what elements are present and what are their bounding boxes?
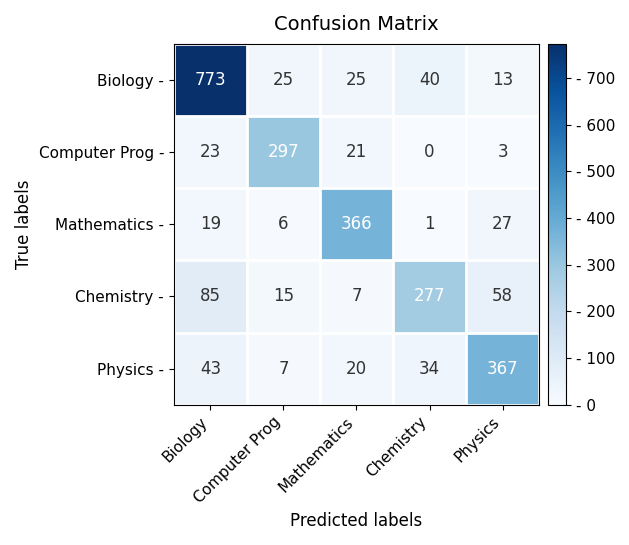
Text: 25: 25 <box>273 71 294 89</box>
Text: 25: 25 <box>346 71 367 89</box>
Text: 21: 21 <box>346 143 367 161</box>
Text: 7: 7 <box>351 287 362 305</box>
Text: 85: 85 <box>200 287 221 305</box>
Y-axis label: True labels: True labels <box>15 179 33 269</box>
Text: 58: 58 <box>492 287 513 305</box>
Text: 20: 20 <box>346 360 367 378</box>
Text: 297: 297 <box>267 143 299 161</box>
Text: 367: 367 <box>487 360 518 378</box>
Text: 13: 13 <box>492 71 513 89</box>
Text: 6: 6 <box>278 215 289 233</box>
Text: 277: 277 <box>414 287 445 305</box>
Text: 0: 0 <box>425 143 435 161</box>
Text: 7: 7 <box>278 360 289 378</box>
Text: 27: 27 <box>492 215 513 233</box>
Text: 366: 366 <box>341 215 372 233</box>
Text: 1: 1 <box>424 215 435 233</box>
Text: 23: 23 <box>199 143 221 161</box>
Text: 40: 40 <box>419 71 440 89</box>
Title: Confusion Matrix: Confusion Matrix <box>274 15 439 34</box>
Text: 34: 34 <box>419 360 440 378</box>
Text: 773: 773 <box>194 71 226 89</box>
Text: 19: 19 <box>200 215 221 233</box>
Text: 15: 15 <box>273 287 294 305</box>
Text: 3: 3 <box>498 143 508 161</box>
Text: 43: 43 <box>200 360 221 378</box>
X-axis label: Predicted labels: Predicted labels <box>291 512 423 530</box>
